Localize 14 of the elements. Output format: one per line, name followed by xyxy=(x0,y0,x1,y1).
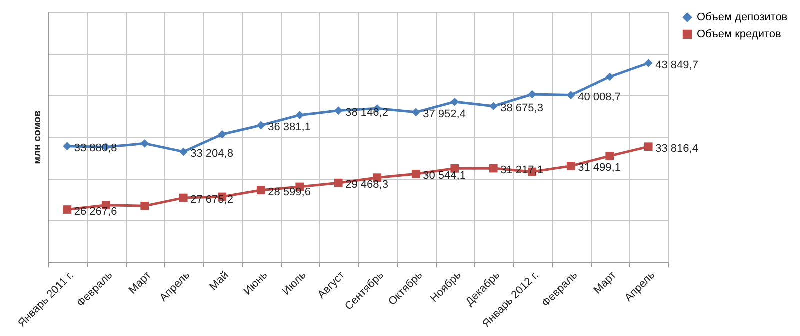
data-label: 33 816,4 xyxy=(656,142,698,155)
data-label: 29 468,3 xyxy=(346,179,388,192)
legend-label: Объем кредитов xyxy=(697,28,782,40)
y-axis-title: млн сомов xyxy=(32,110,44,164)
data-label: 38 675,3 xyxy=(500,102,544,114)
data-label: 40 008,7 xyxy=(578,91,621,104)
data-label: 31 499,1 xyxy=(578,162,621,174)
data-label: 36 381,1 xyxy=(268,121,311,134)
legend-label: Объем депозитов xyxy=(697,12,788,24)
data-label: 26 267,6 xyxy=(74,206,118,218)
data-label: 33 204,8 xyxy=(190,148,234,160)
data-label: 43 849,7 xyxy=(656,59,698,72)
data-label: 37 952,4 xyxy=(423,108,466,120)
data-label: 30 544,1 xyxy=(423,170,466,182)
